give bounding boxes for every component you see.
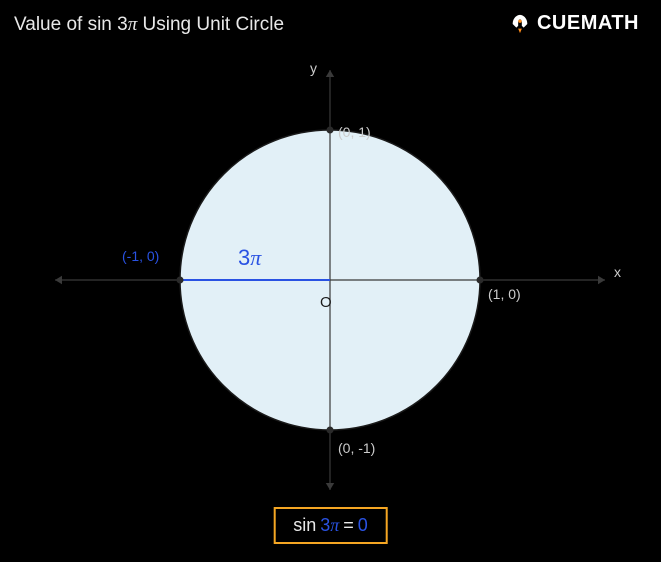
result-angle: 3π — [320, 515, 339, 536]
rocket-icon — [509, 13, 531, 35]
result-value: 0 — [358, 515, 368, 536]
pi-symbol: π — [330, 515, 339, 535]
svg-text:(0, 1): (0, 1) — [338, 124, 371, 140]
svg-text:x: x — [614, 264, 621, 280]
result-box: sin 3π = 0 — [273, 507, 388, 544]
svg-text:(1, 0): (1, 0) — [488, 286, 521, 302]
unit-circle-diagram: x y O 3π (1, 0) (-1, 0) (0, 1) (0, -1) — [0, 55, 661, 495]
brand-logo: CUEMATH — [509, 12, 639, 35]
svg-text:(-1, 0): (-1, 0) — [122, 248, 159, 264]
page-title: Value of sin 3π Using Unit Circle — [14, 14, 284, 36]
result-prefix: sin — [293, 515, 316, 536]
svg-text:y: y — [310, 60, 317, 76]
pi-symbol: π — [128, 14, 138, 35]
result-equals: = — [343, 515, 354, 536]
logo-text: CUEMATH — [537, 12, 639, 35]
svg-text:(0, -1): (0, -1) — [338, 440, 375, 456]
title-prefix: Value of sin 3 — [14, 14, 128, 35]
svg-text:O: O — [320, 294, 332, 311]
title-suffix: Using Unit Circle — [137, 14, 284, 35]
svg-text:3π: 3π — [238, 245, 262, 270]
